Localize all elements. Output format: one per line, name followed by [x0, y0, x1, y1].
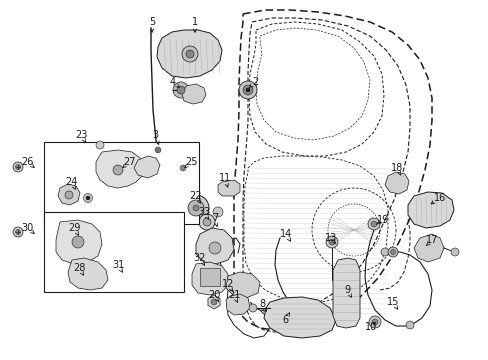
Circle shape: [13, 227, 23, 237]
Bar: [200, 268, 220, 286]
Circle shape: [203, 218, 210, 226]
Circle shape: [199, 214, 215, 230]
Polygon shape: [264, 297, 335, 338]
Text: 26: 26: [21, 157, 33, 167]
Circle shape: [245, 88, 249, 92]
Polygon shape: [56, 220, 102, 264]
Circle shape: [180, 165, 185, 171]
Text: 32: 32: [193, 253, 206, 263]
Text: 15: 15: [386, 297, 398, 307]
Circle shape: [72, 236, 84, 248]
Polygon shape: [182, 84, 205, 104]
Circle shape: [325, 236, 337, 248]
Text: 11: 11: [219, 173, 231, 183]
Bar: [44, 142, 199, 224]
Polygon shape: [225, 272, 260, 298]
Circle shape: [182, 46, 198, 62]
Circle shape: [13, 162, 23, 172]
Text: 20: 20: [207, 290, 220, 300]
Polygon shape: [68, 258, 108, 290]
Circle shape: [113, 165, 123, 175]
Text: 28: 28: [73, 263, 85, 273]
Text: 16: 16: [433, 193, 445, 203]
Circle shape: [213, 207, 223, 217]
Circle shape: [177, 86, 184, 94]
Circle shape: [193, 205, 199, 211]
Bar: [44, 212, 183, 292]
Polygon shape: [58, 184, 80, 205]
Polygon shape: [192, 262, 227, 295]
Text: 23: 23: [75, 130, 87, 140]
Polygon shape: [413, 234, 443, 262]
Text: 4: 4: [170, 77, 176, 87]
Text: 25: 25: [185, 157, 198, 167]
Circle shape: [177, 162, 189, 174]
Circle shape: [86, 196, 90, 200]
Text: 7: 7: [211, 213, 218, 223]
Text: 5: 5: [148, 17, 155, 27]
Text: 19: 19: [376, 215, 388, 225]
Polygon shape: [207, 295, 220, 309]
Text: 1: 1: [192, 17, 198, 27]
Circle shape: [185, 50, 194, 58]
Polygon shape: [114, 263, 138, 283]
Circle shape: [450, 248, 458, 256]
Text: 31: 31: [112, 260, 124, 270]
Circle shape: [367, 218, 379, 230]
Polygon shape: [332, 258, 359, 328]
Circle shape: [387, 247, 397, 257]
Circle shape: [16, 165, 20, 170]
Text: 24: 24: [65, 177, 77, 187]
Circle shape: [16, 230, 20, 234]
Text: 29: 29: [68, 223, 80, 233]
Circle shape: [183, 195, 208, 221]
Text: 17: 17: [425, 235, 437, 245]
Polygon shape: [225, 294, 249, 315]
Circle shape: [239, 81, 257, 99]
Text: 10: 10: [364, 322, 376, 332]
Text: 13: 13: [324, 233, 336, 243]
Circle shape: [187, 200, 203, 216]
Circle shape: [65, 191, 73, 199]
Polygon shape: [384, 172, 408, 194]
Polygon shape: [407, 192, 453, 228]
Circle shape: [248, 304, 257, 312]
Polygon shape: [96, 150, 143, 188]
Text: 22: 22: [189, 191, 202, 201]
Text: 33: 33: [198, 207, 210, 217]
Circle shape: [96, 141, 104, 149]
Polygon shape: [157, 30, 222, 78]
Text: 8: 8: [259, 299, 264, 309]
Text: 14: 14: [279, 229, 291, 239]
Text: 30: 30: [21, 223, 33, 233]
Circle shape: [152, 144, 163, 156]
Polygon shape: [196, 228, 234, 264]
Circle shape: [208, 242, 221, 254]
Text: 6: 6: [282, 315, 287, 325]
Text: 18: 18: [390, 163, 402, 173]
Circle shape: [328, 239, 334, 245]
Circle shape: [155, 147, 161, 153]
Text: 9: 9: [343, 285, 349, 295]
Circle shape: [83, 194, 92, 202]
Circle shape: [405, 321, 413, 329]
Text: 2: 2: [251, 77, 258, 87]
Circle shape: [243, 85, 252, 95]
Circle shape: [380, 248, 388, 256]
Polygon shape: [134, 156, 160, 178]
Circle shape: [371, 319, 377, 325]
Circle shape: [173, 82, 189, 98]
Text: 3: 3: [152, 130, 158, 140]
Text: 21: 21: [227, 290, 240, 300]
Text: 27: 27: [123, 157, 136, 167]
Text: 12: 12: [222, 279, 234, 289]
Circle shape: [370, 221, 376, 227]
Circle shape: [368, 316, 380, 328]
Circle shape: [210, 299, 217, 305]
Polygon shape: [218, 180, 240, 196]
Circle shape: [390, 249, 395, 255]
